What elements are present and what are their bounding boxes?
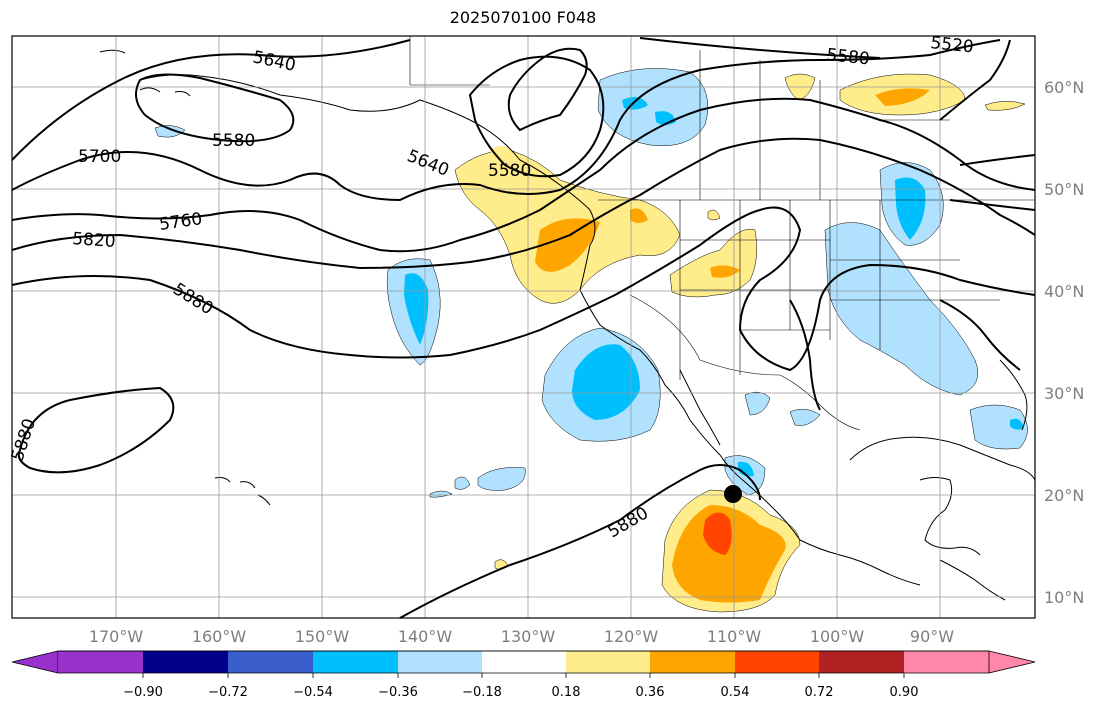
height-contours — [11, 37, 1036, 619]
colorbar: −0.90 −0.72 −0.54 −0.36 −0.18 0.18 0.36 … — [11, 650, 1036, 700]
lat-label: 30°N — [1044, 384, 1084, 403]
lon-label: 160°W — [192, 627, 247, 646]
map-title: 2025070100 F048 — [449, 8, 597, 27]
borders — [409, 36, 1035, 431]
colorbar-tick-label: 0.36 — [636, 685, 665, 700]
colorbar-extend-high — [988, 650, 1036, 674]
contour-label: 5820 — [72, 229, 117, 252]
colorbar-segment — [482, 651, 566, 673]
lon-label: 120°W — [604, 627, 659, 646]
lat-label: 10°N — [1044, 588, 1084, 607]
colorbar-tick-label: −0.90 — [123, 685, 163, 700]
lon-label: 130°W — [501, 627, 556, 646]
colorbar-tick-label: −0.72 — [208, 685, 248, 700]
colorbar-segment — [819, 651, 904, 673]
lon-label: 140°W — [398, 627, 453, 646]
contour-label: 5700 — [78, 147, 121, 167]
colorbar-segment — [313, 651, 398, 673]
lon-label: 170°W — [89, 627, 144, 646]
colorbar-segment — [143, 651, 228, 673]
latitude-labels: 60°N 50°N 40°N 30°N 20°N 10°N — [1044, 78, 1084, 607]
colorbar-tick-label: −0.54 — [293, 685, 333, 700]
lat-label: 50°N — [1044, 180, 1084, 199]
lat-label: 20°N — [1044, 486, 1084, 505]
contour-label: 5580 — [212, 131, 255, 151]
colorbar-segment — [398, 651, 482, 673]
colorbar-segment — [58, 651, 143, 673]
graticule — [12, 36, 1035, 618]
colorbar-segment — [228, 651, 313, 673]
lon-label: 150°W — [295, 627, 350, 646]
lat-label: 60°N — [1044, 78, 1084, 97]
longitude-labels: 170°W 160°W 150°W 140°W 130°W 120°W 110°… — [89, 627, 954, 646]
lat-label: 40°N — [1044, 282, 1084, 301]
contour-label: 5580 — [488, 161, 531, 181]
colorbar-segment — [735, 651, 819, 673]
colorbar-extend-low — [11, 650, 59, 674]
lon-label: 100°W — [810, 627, 865, 646]
lon-label: 110°W — [707, 627, 762, 646]
storm-center-marker — [724, 485, 742, 503]
colorbar-ticks — [142, 673, 905, 678]
colorbar-tick-label: −0.18 — [462, 685, 502, 700]
colorbar-tick-label: −0.36 — [378, 685, 418, 700]
colorbar-segment — [650, 651, 735, 673]
colorbar-tick-label: 0.54 — [721, 685, 750, 700]
colorbar-segment — [566, 651, 650, 673]
colorbar-tick-label: 0.90 — [890, 685, 919, 700]
colorbar-segment — [904, 651, 989, 673]
contour-label: 5580 — [825, 45, 870, 69]
colorbar-tick-label: 0.18 — [552, 685, 581, 700]
colorbar-tick-label: 0.72 — [805, 685, 834, 700]
map-frame — [11, 35, 1036, 619]
coastlines — [99, 49, 1036, 601]
lon-label: 90°W — [910, 627, 954, 646]
contour-label: 5520 — [929, 33, 974, 57]
